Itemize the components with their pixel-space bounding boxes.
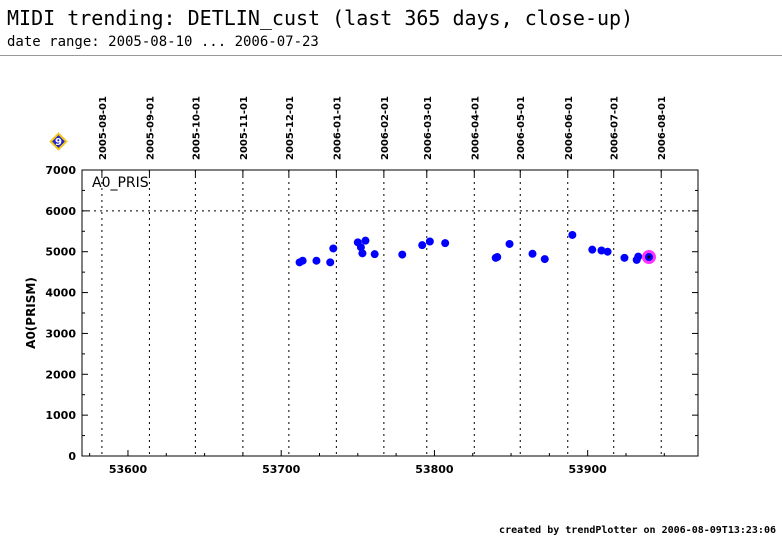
month-label: 2005-09-01 bbox=[145, 96, 156, 160]
footer-credit: created by trendPlotter on 2006-08-09T13… bbox=[499, 525, 776, 536]
panel-label: A0_PRIS bbox=[92, 175, 149, 191]
data-point bbox=[568, 230, 577, 239]
y-tick-label: 7000 bbox=[45, 164, 76, 177]
badge[interactable]: 9 bbox=[49, 132, 68, 151]
highlight-center bbox=[647, 255, 651, 259]
data-point bbox=[326, 258, 335, 267]
month-label: 2005-08-01 bbox=[98, 96, 109, 160]
data-point bbox=[597, 246, 606, 255]
data-point bbox=[361, 236, 370, 245]
data-point bbox=[603, 247, 612, 256]
y-tick-label: 0 bbox=[68, 450, 76, 463]
data-point bbox=[505, 239, 514, 248]
month-label: 2005-11-01 bbox=[239, 96, 250, 160]
data-point bbox=[298, 256, 307, 265]
y-tick-label: 1000 bbox=[45, 409, 76, 422]
y-tick-label: 3000 bbox=[45, 327, 76, 340]
data-point bbox=[356, 243, 365, 252]
data-point bbox=[540, 255, 549, 264]
trend-chart: 9 2005-08-01 2005-09-01 2005-10-01 2005-11-… bbox=[24, 96, 699, 476]
data-point bbox=[620, 253, 629, 262]
y-axis-label: A0(PRISM) bbox=[24, 277, 38, 349]
y-tick-label: 6000 bbox=[45, 205, 76, 218]
badge-diamond bbox=[49, 132, 68, 151]
data-point bbox=[528, 249, 537, 258]
data-point bbox=[425, 237, 434, 246]
month-label: 2006-04-01 bbox=[470, 96, 481, 160]
data-point bbox=[358, 249, 367, 258]
month-label: 2005-10-01 bbox=[191, 96, 202, 160]
x-tick-label: 53700 bbox=[262, 463, 301, 476]
month-label: 2006-05-01 bbox=[516, 96, 527, 160]
data-point bbox=[588, 245, 597, 254]
data-point bbox=[398, 250, 407, 259]
plot-frame bbox=[81, 169, 699, 457]
month-label: 2006-01-01 bbox=[332, 96, 343, 160]
badge-label: 9 bbox=[55, 137, 62, 148]
data-point bbox=[370, 250, 379, 259]
data-point bbox=[329, 244, 338, 253]
month-label: 2006-02-01 bbox=[380, 96, 391, 160]
month-label: 2006-07-01 bbox=[610, 96, 621, 160]
y-tick-label: 5000 bbox=[45, 246, 76, 259]
page-title: MIDI trending: DETLIN_cust (last 365 day… bbox=[7, 6, 634, 30]
y-tick-label: 4000 bbox=[45, 287, 76, 300]
date-range-subtitle: date range: 2005-08-10 ... 2006-07-23 bbox=[7, 34, 319, 50]
y-tick-label: 2000 bbox=[45, 368, 76, 381]
data-point bbox=[634, 252, 643, 261]
month-label: 2006-08-01 bbox=[657, 96, 668, 160]
data-point bbox=[312, 256, 321, 265]
x-tick-label: 53900 bbox=[569, 463, 608, 476]
data-point bbox=[441, 239, 450, 248]
month-label: 2006-03-01 bbox=[423, 96, 434, 160]
month-label: 2005-12-01 bbox=[285, 96, 296, 160]
data-point bbox=[493, 253, 502, 262]
header-divider bbox=[0, 55, 782, 56]
month-label: 2006-06-01 bbox=[564, 96, 575, 160]
x-tick-label: 53800 bbox=[415, 463, 454, 476]
data-point bbox=[418, 241, 427, 250]
x-tick-label: 53600 bbox=[109, 463, 148, 476]
